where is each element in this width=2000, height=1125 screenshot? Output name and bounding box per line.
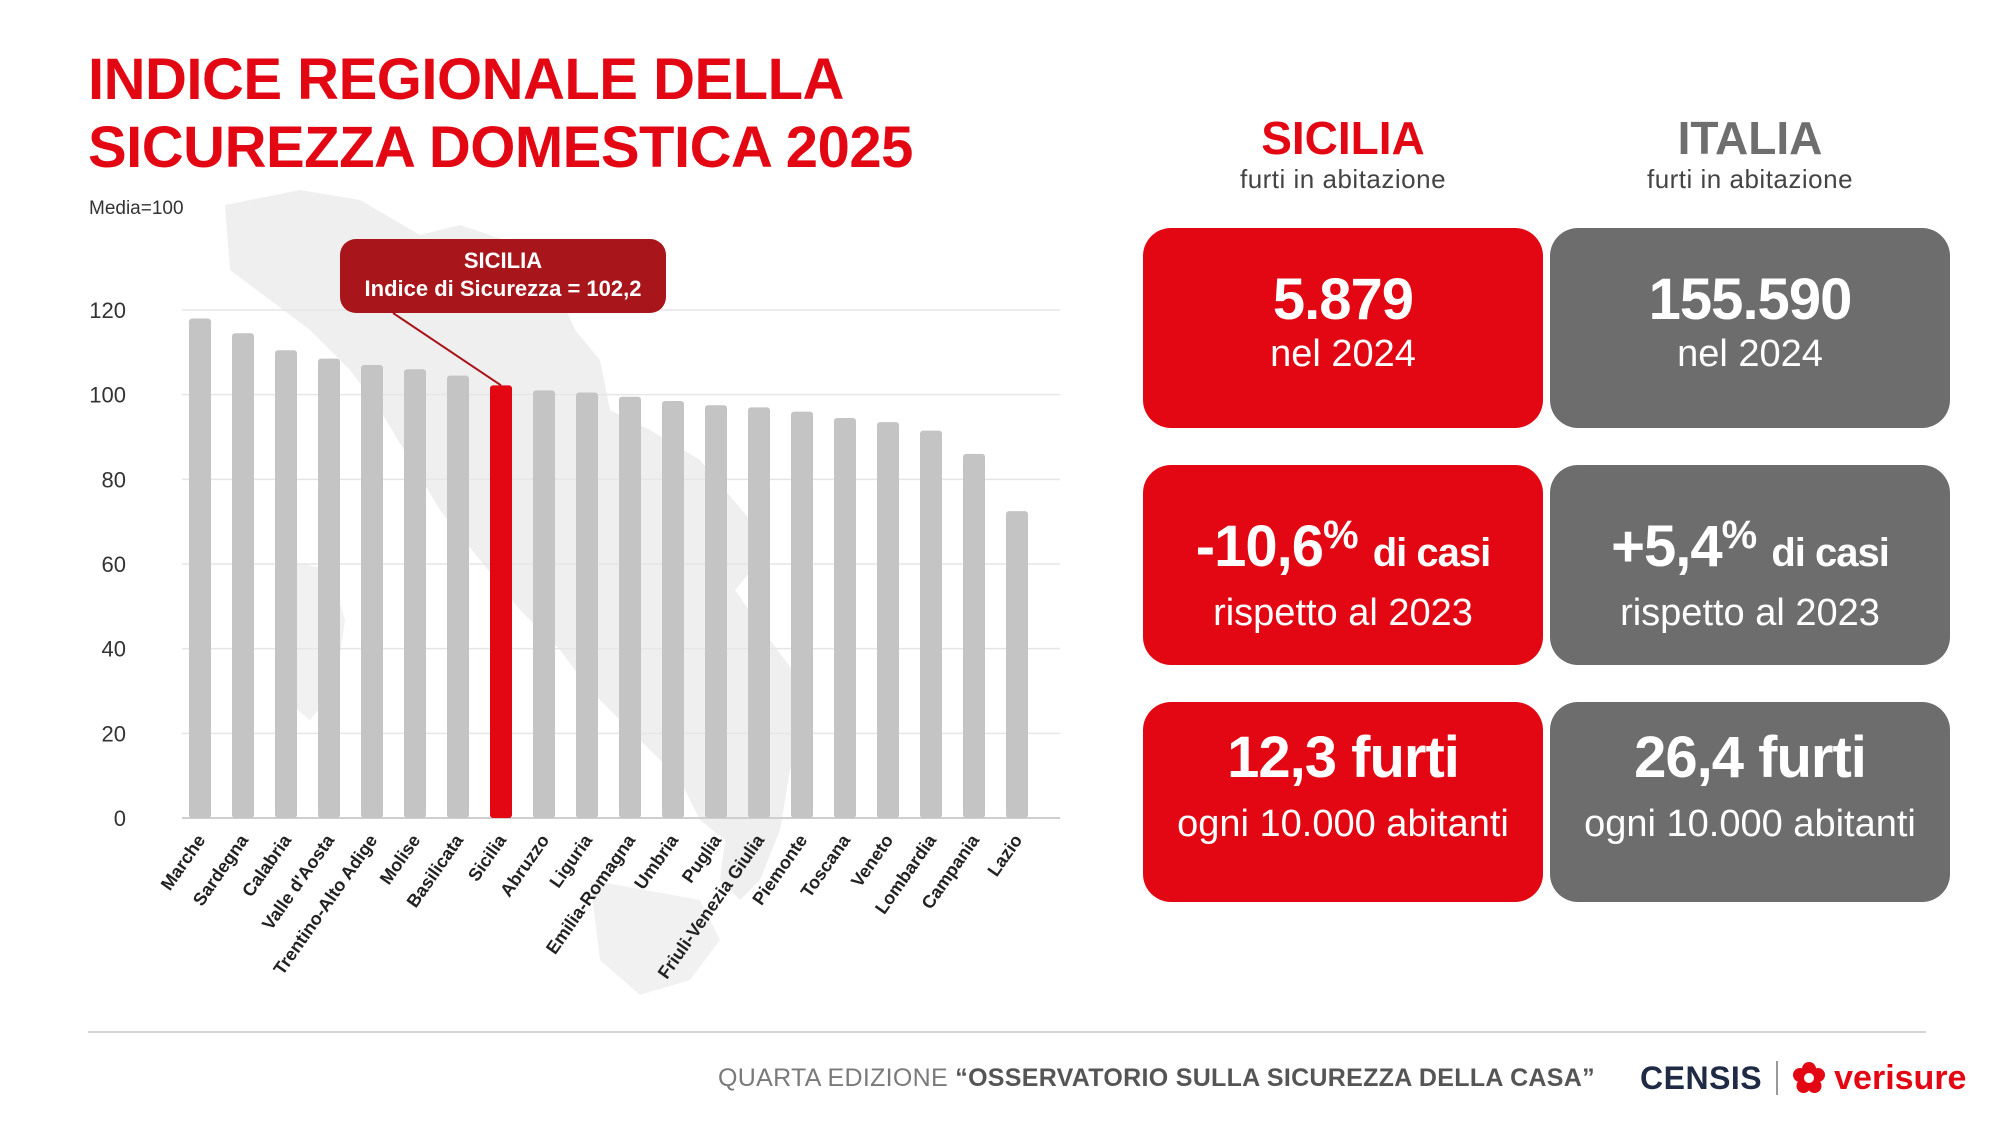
italia-total-value: 155.590 (1648, 267, 1853, 332)
sicilia-total-label: nel 2024 (1270, 333, 1416, 375)
italia-card-total: 155.590 nel 2024 (1550, 228, 1950, 428)
bar-sicilia (490, 385, 512, 818)
title-line-1: INDICE REGIONALE DELLA (88, 47, 844, 112)
italia-header: ITALIA furti in abitazione (1550, 112, 1950, 194)
bar-lombardia (920, 430, 942, 818)
bar-molise (404, 369, 426, 818)
callout-pointer-line (392, 312, 502, 387)
italia-total-label: nel 2024 (1677, 333, 1823, 375)
italia-rate-value: 26,4 furti (1634, 725, 1867, 790)
sicilia-card-rate: 12,3 furti ogni 10.000 abitanti (1143, 702, 1543, 902)
callout-region: SICILIA (463, 248, 543, 273)
bar-emilia-romagna (619, 396, 641, 818)
sicilia-header: SICILIA furti in abitazione (1143, 112, 1543, 194)
sicilia-change-value: -10,6% di casi (1143, 503, 1543, 585)
sicilia-card-total: 5.879 nel 2024 (1143, 228, 1543, 428)
sicilia-rate-label: ogni 10.000 abitanti (1177, 803, 1509, 845)
logo-separator (1776, 1061, 1779, 1095)
italia-change-value: +5,4% di casi (1550, 503, 1950, 585)
edition-name: “OSSERVATORIO SULLA SICUREZZA DELLA CASA… (955, 1063, 1595, 1092)
bar-basilicata (447, 375, 469, 818)
y-tick-label: 40 (102, 637, 126, 662)
bar-valle-d-aosta (318, 358, 340, 818)
x-tick-label: Lazio (984, 831, 1027, 880)
bar-marche (189, 318, 211, 818)
bar-umbria (662, 401, 684, 818)
bar-piemonte (791, 411, 813, 818)
bar-lazio (1006, 511, 1028, 818)
bar-trentino-alto-adige (361, 365, 383, 818)
sicilia-desc: furti in abitazione (1239, 164, 1447, 194)
footer-divider (88, 1031, 1926, 1033)
italia-desc: furti in abitazione (1646, 164, 1854, 194)
italia-change-label: rispetto al 2023 (1620, 592, 1880, 634)
x-tick-label: Umbria (630, 830, 683, 893)
sicilia-card-change: -10,6% di casi rispetto al 2023 (1143, 465, 1543, 665)
y-tick-label: 0 (114, 806, 126, 831)
y-tick-label: 20 (102, 721, 126, 746)
italia-card-rate: 26,4 furti ogni 10.000 abitanti (1550, 702, 1950, 902)
sicilia-callout: SICILIA Indice di Sicurezza = 102,2 (340, 239, 666, 313)
y-tick-label: 80 (102, 467, 126, 492)
verisure-logo: verisure (1792, 1059, 1966, 1098)
sicilia-change-number: -10,6 (1195, 514, 1324, 579)
title-line-2: SICUREZZA DOMESTICA 2025 (88, 115, 913, 180)
callout-index: Indice di Sicurezza = 102,2 (364, 276, 642, 301)
edition-prefix: QUARTA EDIZIONE (718, 1063, 949, 1092)
italia-title: ITALIA (1677, 112, 1823, 164)
chart-bars (189, 318, 1028, 818)
bar-veneto (877, 422, 899, 818)
bar-abruzzo (533, 390, 555, 818)
average-note: Media=100 (89, 198, 184, 219)
sicilia-rate-value: 12,3 furti (1227, 725, 1460, 790)
sicilia-change-word: di casi (1372, 531, 1492, 575)
sicilia-change-label: rispetto al 2023 (1213, 592, 1473, 634)
page-title: INDICE REGIONALE DELLA SICUREZZA DOMESTI… (88, 46, 988, 182)
italia-card-change: +5,4% di casi rispetto al 2023 (1550, 465, 1950, 665)
bar-friuli-venezia-giulia (748, 407, 770, 818)
verisure-wordmark: verisure (1834, 1058, 1967, 1097)
censis-logo: CENSIS (1640, 1059, 1763, 1096)
y-tick-label: 60 (102, 552, 126, 577)
italia-change-number: +5,4 (1611, 514, 1722, 579)
y-axis-ticks: 0 20 40 60 80 100 120 (89, 298, 126, 831)
bar-sardegna (232, 333, 254, 818)
y-tick-label: 120 (89, 298, 126, 323)
bar-liguria (576, 392, 598, 818)
bar-toscana (834, 417, 856, 818)
italia-rate-label: ogni 10.000 abitanti (1584, 803, 1916, 845)
verisure-flower-icon (1793, 1062, 1826, 1093)
bar-campania (963, 453, 985, 818)
footer-edition: QUARTA EDIZIONE “OSSERVATORIO SULLA SICU… (718, 1058, 1595, 1098)
sicilia-total-value: 5.879 (1272, 267, 1414, 332)
y-tick-label: 100 (89, 383, 126, 408)
italia-change-word: di casi (1771, 531, 1890, 575)
bar-puglia (705, 405, 727, 818)
sicilia-title: SICILIA (1261, 112, 1425, 164)
sicilia-change-percent-sign: % (1322, 513, 1359, 557)
italia-change-percent-sign: % (1721, 513, 1758, 557)
footer-logos: CENSIS verisure (1640, 1058, 1966, 1098)
bar-calabria (275, 350, 297, 818)
